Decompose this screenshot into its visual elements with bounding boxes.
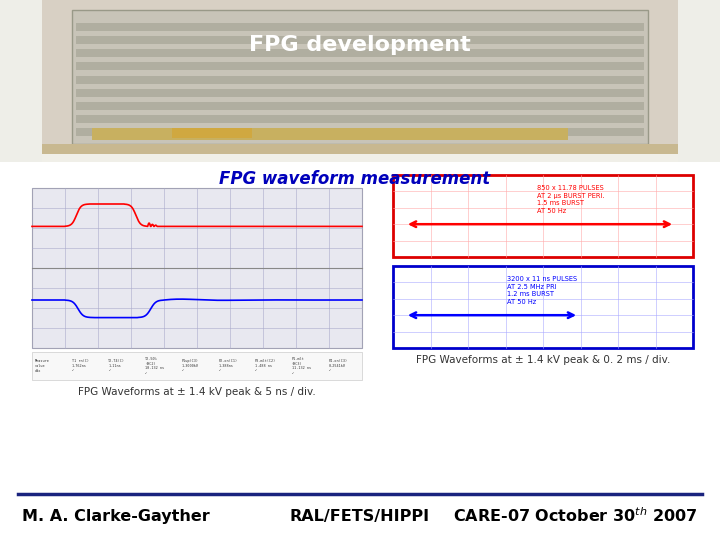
Bar xyxy=(0,0,720,162)
Text: RAL/FETS/HIPPI: RAL/FETS/HIPPI xyxy=(290,509,430,523)
Text: T1 rn(C)
1.762ns
✓: T1 rn(C) 1.762ns ✓ xyxy=(72,360,89,373)
Bar xyxy=(42,0,678,154)
Text: CARE-07 October 30$^{th}$ 2007: CARE-07 October 30$^{th}$ 2007 xyxy=(454,507,698,525)
Text: P4-on(C3)
0.2541kV
✓: P4-on(C3) 0.2541kV ✓ xyxy=(328,360,348,373)
Bar xyxy=(76,115,644,123)
Text: FPG Waveforms at ± 1.4 kV peak & 0. 2 ms / div.: FPG Waveforms at ± 1.4 kV peak & 0. 2 ms… xyxy=(416,355,670,365)
Text: T2-T4(C)
1.11ns
✓: T2-T4(C) 1.11ns ✓ xyxy=(108,360,125,373)
Bar xyxy=(0,0,42,162)
Bar xyxy=(76,23,644,31)
Bar xyxy=(32,352,362,380)
Bar xyxy=(393,175,693,257)
Bar xyxy=(76,128,644,136)
Bar xyxy=(393,266,693,348)
Text: P3-mlt(C2)
1.488 ns
✓: P3-mlt(C2) 1.488 ns ✓ xyxy=(255,360,276,373)
Bar xyxy=(76,89,644,97)
Text: T2-50%
(HC2)
10.132 ns
✓: T2-50% (HC2) 10.132 ns ✓ xyxy=(145,357,164,375)
Text: 3200 x 11 ns PULSES
AT 2.5 MHz PRI
1.2 ms BURST
AT 50 Hz: 3200 x 11 ns PULSES AT 2.5 MHz PRI 1.2 m… xyxy=(507,276,577,305)
Bar xyxy=(42,144,678,154)
Bar xyxy=(76,49,644,57)
Text: 850 x 11.78 PULSES
AT 2 μs BURST PERI.
1.5 ms BURST
AT 50 Hz: 850 x 11.78 PULSES AT 2 μs BURST PERI. 1… xyxy=(537,185,605,214)
Text: P2-on(C1)
1.388ns
✓: P2-on(C1) 1.388ns ✓ xyxy=(218,360,238,373)
Bar xyxy=(32,188,362,348)
Bar xyxy=(76,102,644,110)
Bar xyxy=(678,0,720,162)
Text: FPG development: FPG development xyxy=(249,35,471,56)
Text: M. A. Clarke-Gayther: M. A. Clarke-Gayther xyxy=(22,509,210,523)
Bar xyxy=(172,128,252,138)
Bar xyxy=(92,128,568,140)
Bar xyxy=(76,63,644,70)
Text: FPG Waveforms at ± 1.4 kV peak & 5 ns / div.: FPG Waveforms at ± 1.4 kV peak & 5 ns / … xyxy=(78,387,316,397)
Text: P1up(C3)
1.3000kV
✓: P1up(C3) 1.3000kV ✓ xyxy=(181,360,199,373)
Bar xyxy=(76,36,644,44)
Text: FPG waveform measurement: FPG waveform measurement xyxy=(220,170,490,188)
Text: P1-mlt
(HC3)
11.132 ns
✓: P1-mlt (HC3) 11.132 ns ✓ xyxy=(292,357,311,375)
Bar xyxy=(76,76,644,84)
Bar xyxy=(72,10,648,144)
Text: Measure
value
ddx: Measure value ddx xyxy=(35,360,50,373)
